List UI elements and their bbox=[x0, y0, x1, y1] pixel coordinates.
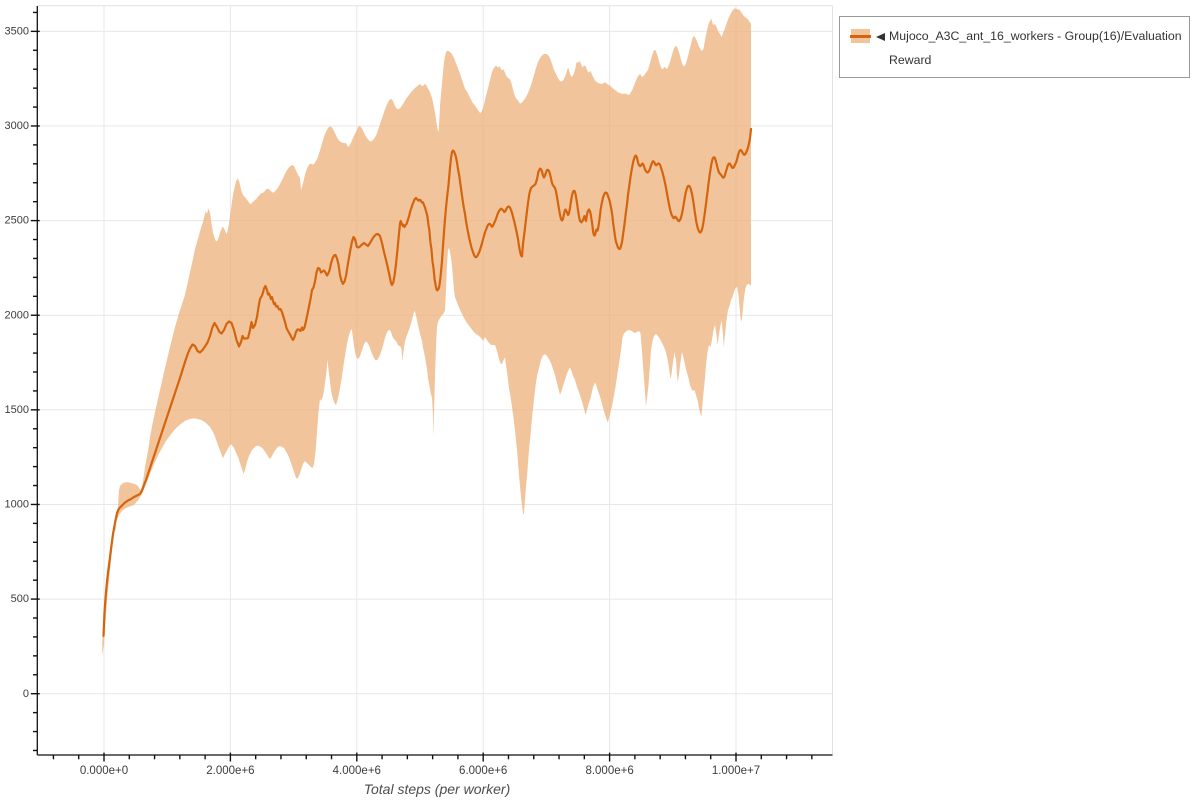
svg-text:1000: 1000 bbox=[5, 499, 29, 511]
svg-text:2000: 2000 bbox=[5, 309, 29, 321]
svg-text:3500: 3500 bbox=[5, 26, 29, 38]
svg-text:8.000e+6: 8.000e+6 bbox=[585, 765, 633, 777]
svg-text:6.000e+6: 6.000e+6 bbox=[459, 765, 507, 777]
svg-text:4.000e+6: 4.000e+6 bbox=[333, 765, 381, 777]
svg-text:2.000e+6: 2.000e+6 bbox=[206, 765, 254, 777]
svg-text:3000: 3000 bbox=[5, 120, 29, 132]
svg-text:500: 500 bbox=[11, 593, 29, 605]
svg-text:1500: 1500 bbox=[5, 404, 29, 416]
svg-text:0.000e+0: 0.000e+0 bbox=[80, 765, 128, 777]
svg-text:1.000e+7: 1.000e+7 bbox=[712, 765, 760, 777]
svg-text:0: 0 bbox=[23, 688, 29, 700]
svg-text:2500: 2500 bbox=[5, 215, 29, 227]
